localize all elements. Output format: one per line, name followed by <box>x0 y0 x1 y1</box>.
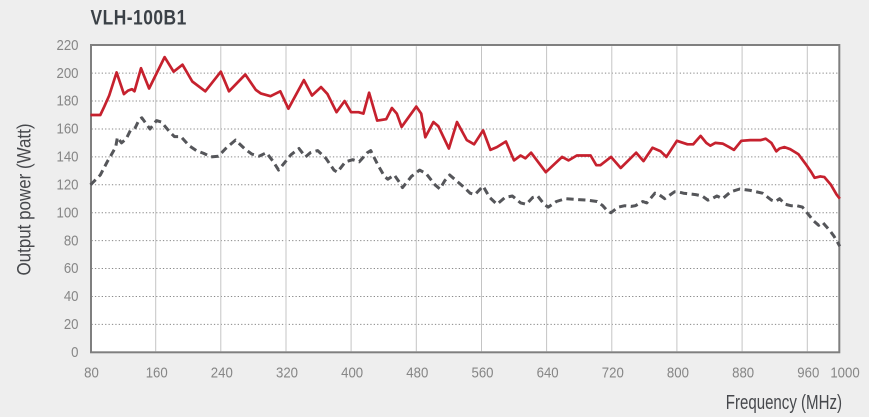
svg-text:880: 880 <box>732 364 754 381</box>
svg-text:80: 80 <box>64 231 79 248</box>
svg-text:120: 120 <box>57 176 79 193</box>
svg-text:160: 160 <box>57 120 79 137</box>
svg-text:VLH-100B1: VLH-100B1 <box>91 6 187 30</box>
svg-text:960: 960 <box>797 364 819 381</box>
svg-text:Output power (Watt): Output power (Watt) <box>12 123 34 275</box>
svg-text:140: 140 <box>57 148 79 165</box>
svg-text:60: 60 <box>64 259 79 276</box>
svg-text:180: 180 <box>57 92 79 109</box>
svg-text:1000: 1000 <box>830 364 859 381</box>
svg-text:320: 320 <box>276 364 298 381</box>
svg-text:80: 80 <box>84 364 99 381</box>
svg-text:480: 480 <box>406 364 428 381</box>
svg-text:240: 240 <box>211 364 233 381</box>
svg-text:40: 40 <box>64 287 79 304</box>
svg-text:220: 220 <box>57 36 79 53</box>
svg-text:20: 20 <box>64 315 79 332</box>
svg-text:0: 0 <box>71 343 78 360</box>
svg-text:400: 400 <box>341 364 363 381</box>
svg-text:640: 640 <box>537 364 559 381</box>
svg-text:160: 160 <box>146 364 168 381</box>
svg-text:800: 800 <box>667 364 689 381</box>
svg-text:560: 560 <box>472 364 494 381</box>
svg-text:720: 720 <box>602 364 624 381</box>
svg-text:100: 100 <box>57 204 79 221</box>
svg-text:Frequency (MHz): Frequency (MHz) <box>726 391 842 414</box>
svg-text:200: 200 <box>57 64 79 81</box>
